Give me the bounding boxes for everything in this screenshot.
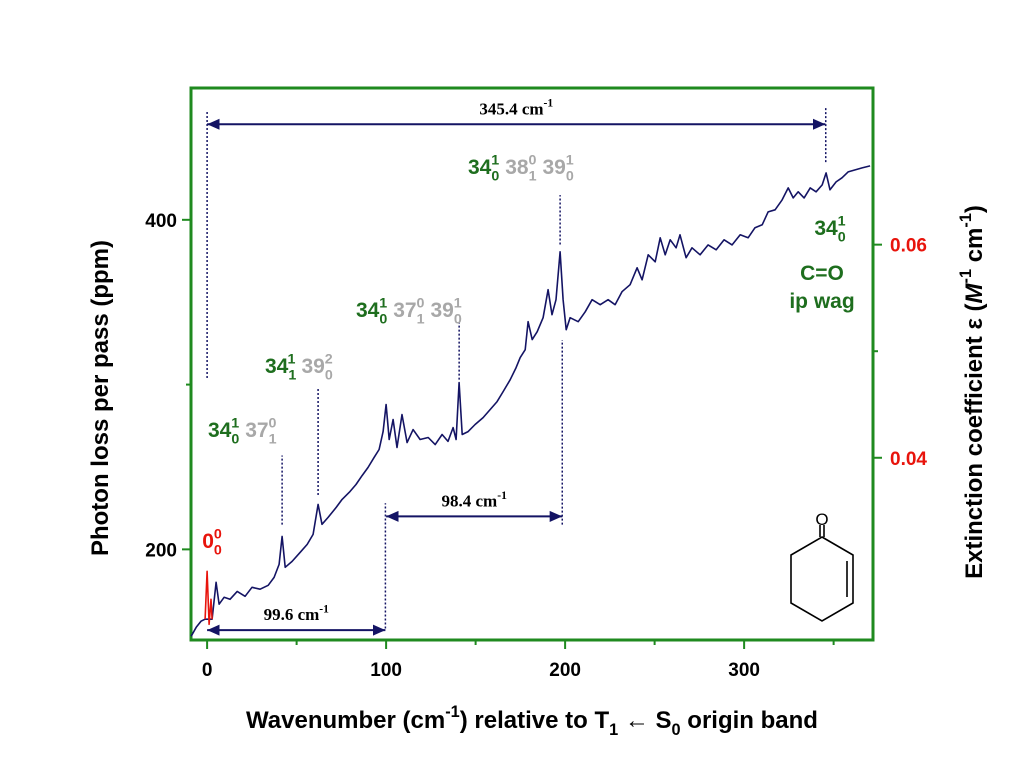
y-axis-label: Photon loss per pass (ppm) xyxy=(87,240,114,556)
y-tick-label: 200 xyxy=(145,540,177,561)
peak-label-part: 0 xyxy=(566,168,574,184)
y2-tick-label: 0.06 xyxy=(890,236,927,257)
x-axis-label: Wavenumber (cm-1) relative to T1 ← S0 or… xyxy=(246,703,818,739)
peak-label-part: 0 xyxy=(379,311,387,327)
peak-label-part: 1 xyxy=(838,214,846,230)
y2-axis-label-part: -1 xyxy=(957,269,975,284)
y2-axis-label-part: M xyxy=(961,282,988,303)
y2-axis-label-part: cm xyxy=(961,228,988,269)
x-tick-label: 100 xyxy=(370,660,402,681)
peak-label-part: 1 xyxy=(566,153,574,169)
x-axis-label-part: Wavenumber (cm xyxy=(246,707,445,734)
x-axis-label-part: 0 xyxy=(672,721,681,739)
y2-axis-label-part: Extinction coefficient ε ( xyxy=(961,303,988,578)
peak-label-part: 34 xyxy=(208,419,232,442)
x-tick-label: 200 xyxy=(549,660,581,681)
spectrum-line xyxy=(204,570,213,626)
peak-label-part: 38 xyxy=(505,156,529,179)
peak-label: 000 xyxy=(202,527,222,559)
y2-tick-label: 0.04 xyxy=(890,449,927,470)
interval-label-part: -1 xyxy=(544,97,554,110)
peak-label-part: 0 xyxy=(269,416,277,432)
peak-label: 3411 3902 xyxy=(265,352,333,384)
mode-note: ip wag xyxy=(789,290,854,313)
y2-axis-label: Extinction coefficient ε (M-1 cm-1) xyxy=(957,205,988,579)
interval-label: 345.4 cm-1 xyxy=(479,97,553,119)
peak-label-part: 1 xyxy=(288,352,296,368)
interval-label: 98.4 cm-1 xyxy=(442,489,508,511)
mode-note: C=O xyxy=(800,262,844,285)
y2-axis-label-part: ) xyxy=(961,205,988,213)
peak-label-part: 1 xyxy=(491,153,499,169)
peak-label-part: 1 xyxy=(454,296,462,312)
plot-frame xyxy=(189,86,875,642)
peak-label-part: 0 xyxy=(454,311,462,327)
peak-label-part: 0 xyxy=(491,168,499,184)
x-tick-label: 0 xyxy=(202,660,213,681)
x-axis-label-part: origin band xyxy=(681,707,818,734)
interval-label-part: -1 xyxy=(497,489,507,502)
peak-label-part: 34 xyxy=(814,217,838,240)
peak-label-part: 1 xyxy=(379,296,387,312)
peak-label-part: 1 xyxy=(231,416,239,432)
peak-label-part: 39 xyxy=(301,355,324,378)
interval-label-part: 98.4 cm xyxy=(442,491,498,510)
peak-label-part: 0 xyxy=(325,367,333,383)
y2-axis-label-part: -1 xyxy=(957,213,975,228)
interval-label-part: 345.4 cm xyxy=(479,99,543,118)
peak-label-part: 0 xyxy=(202,530,214,553)
peak-label-part: 39 xyxy=(542,156,565,179)
peak-label-part: 37 xyxy=(393,299,416,322)
peak-label-part: 37 xyxy=(245,419,268,442)
y-tick-label: 400 xyxy=(145,211,177,232)
interval-label-part: 99.6 cm xyxy=(264,605,320,624)
peak-label-part: 39 xyxy=(430,299,453,322)
peak-label-part: 0 xyxy=(214,527,222,543)
svg-text:O: O xyxy=(815,510,828,529)
peak-label-part: 34 xyxy=(265,355,289,378)
peak-label-part: 0 xyxy=(417,296,425,312)
peak-label: 3401 3710 xyxy=(208,416,277,448)
spectrum-line xyxy=(190,165,871,637)
peak-label-part: 1 xyxy=(417,311,425,327)
x-tick-label: 300 xyxy=(728,660,760,681)
peak-label-part: 34 xyxy=(356,299,380,322)
x-axis-label-part: ) relative to T xyxy=(460,707,610,734)
peak-label-part: 0 xyxy=(231,431,239,447)
interval-label: 99.6 cm-1 xyxy=(264,602,330,624)
molecule: O xyxy=(790,510,854,622)
peak-label-part: 0 xyxy=(529,153,537,169)
interval-label-part: -1 xyxy=(319,602,329,615)
x-axis-label-part: 1 xyxy=(609,721,618,739)
x-axis-label-part: -1 xyxy=(445,703,460,721)
peak-label-part: 1 xyxy=(288,367,296,383)
peak-label-part: 1 xyxy=(529,168,537,184)
peak-label: 3401 xyxy=(814,214,845,246)
peak-label-part: 0 xyxy=(214,542,222,558)
peak-label: 3401 3710 3901 xyxy=(356,296,462,328)
peak-label-part: 2 xyxy=(325,352,333,368)
peak-label-part: 34 xyxy=(468,156,492,179)
x-axis-label-part: ← S xyxy=(618,707,671,734)
peak-label: 3401 3810 3901 xyxy=(468,153,574,185)
peak-label-part: 1 xyxy=(269,431,277,447)
peak-label-part: 0 xyxy=(838,229,846,245)
